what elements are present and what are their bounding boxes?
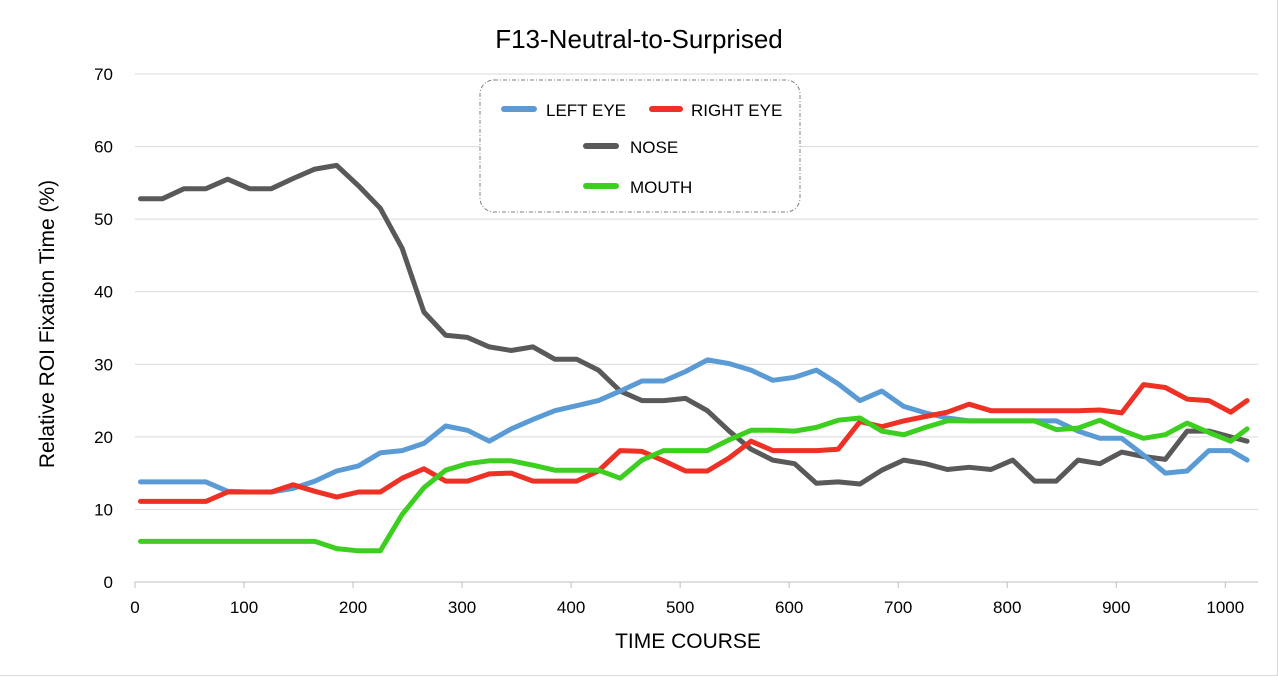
legend: LEFT EYE RIGHT EYE NOSE MOUTH xyxy=(479,79,801,213)
y-tick-label: 70 xyxy=(94,65,113,84)
x-tick-label: 100 xyxy=(230,598,258,617)
legend-label-mouth: MOUTH xyxy=(630,178,692,197)
x-tick-label: 400 xyxy=(557,598,585,617)
y-tick-label: 50 xyxy=(94,210,113,229)
legend-box xyxy=(479,79,801,213)
x-tick-label: 900 xyxy=(1102,598,1130,617)
series-line-mouth xyxy=(138,415,1250,554)
x-tick-label: 1000 xyxy=(1206,598,1244,617)
x-tick-label: 0 xyxy=(130,598,139,617)
series-lines xyxy=(138,162,1250,554)
x-tick-label: 700 xyxy=(884,598,912,617)
y-tick-label: 0 xyxy=(104,573,113,592)
series-line-right-eye xyxy=(138,382,1250,504)
x-tick-label: 800 xyxy=(993,598,1021,617)
y-tick-label: 20 xyxy=(94,428,113,447)
y-tick-label: 40 xyxy=(94,283,113,302)
legend-label-nose: NOSE xyxy=(630,138,678,157)
y-tick-label: 30 xyxy=(94,355,113,374)
series-line-nose xyxy=(138,162,1250,487)
chart-title: F13-Neutral-to-Surprised xyxy=(495,24,783,54)
y-axis-ticks: 0 10 20 30 40 50 60 70 xyxy=(94,65,113,592)
y-axis-label: Relative ROI Fixation Time (%) xyxy=(36,180,59,468)
x-tick-label: 300 xyxy=(448,598,476,617)
x-tick-label: 200 xyxy=(339,598,367,617)
series-line-left-eye xyxy=(138,357,1250,495)
legend-label-right-eye: RIGHT EYE xyxy=(691,101,782,120)
x-tick-label: 600 xyxy=(775,598,803,617)
legend-label-left-eye: LEFT EYE xyxy=(546,101,626,120)
x-tick-label: 500 xyxy=(666,598,694,617)
y-tick-label: 60 xyxy=(94,138,113,157)
y-tick-label: 10 xyxy=(94,500,113,519)
legend-items: LEFT EYE RIGHT EYE NOSE MOUTH xyxy=(501,101,782,197)
x-axis-ticks: 0 100 200 300 400 500 600 700 800 900 1000 xyxy=(130,582,1244,617)
x-axis-label: TIME COURSE xyxy=(615,630,761,653)
